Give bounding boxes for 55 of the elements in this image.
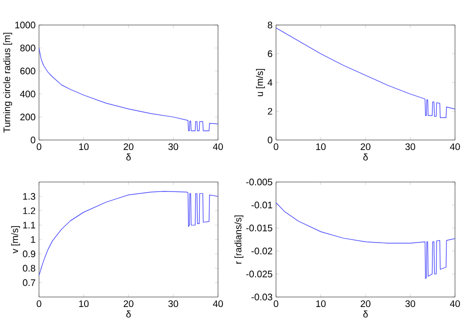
x-tick-label: 20 xyxy=(360,300,370,308)
y-tick-label: 200 xyxy=(20,114,36,120)
y-tick-label: 4 xyxy=(268,79,272,86)
y-tick-label: 6 xyxy=(268,50,272,58)
y-tick-label: 800 xyxy=(20,44,36,52)
y-tick-label: 0.7 xyxy=(22,279,36,286)
x-tick-label: 40 xyxy=(212,300,223,308)
x-tick-label: 40 xyxy=(450,300,460,308)
x-tick-label: 0 xyxy=(274,143,278,150)
y-axis-title: u [m/s] xyxy=(256,68,265,96)
y-tick-label: 0.9 xyxy=(22,250,36,258)
y-tick-label: -0.03 xyxy=(252,294,272,300)
y-tick-label: -0.02 xyxy=(252,248,272,254)
line-series xyxy=(276,202,456,279)
x-tick-label: 10 xyxy=(79,143,89,150)
x-tick-label: 0 xyxy=(274,300,278,308)
y-axis-title: Turning circle radius [m] xyxy=(3,32,12,133)
x-axis-title: δ xyxy=(126,154,131,161)
y-tick-label: -0.015 xyxy=(246,224,272,232)
y-tick-label: 1 xyxy=(31,236,36,243)
x-tick-label: 0 xyxy=(36,143,42,150)
y-tick-label: -0.025 xyxy=(246,270,272,278)
x-tick-label: 20 xyxy=(124,143,134,150)
y-tick-label: -0.01 xyxy=(252,202,272,208)
y-tick-label: 8 xyxy=(268,22,272,28)
x-tick-label: 0 xyxy=(36,300,42,308)
x-axis-title: δ xyxy=(363,310,368,318)
x-tick-label: 10 xyxy=(316,143,326,150)
y-tick-label: 1.2 xyxy=(23,207,36,214)
x-axis-title: δ xyxy=(363,154,368,161)
y-tick-label: 2 xyxy=(268,108,272,115)
y-tick-label: 0 xyxy=(268,136,272,144)
y-tick-label: 400 xyxy=(20,90,36,98)
y-tick-label: 1.3 xyxy=(23,193,36,200)
x-tick-label: 30 xyxy=(405,143,416,150)
y-tick-label: 600 xyxy=(20,68,36,74)
x-tick-label: 40 xyxy=(450,143,460,150)
line-series xyxy=(39,48,218,132)
y-tick-label: 0 xyxy=(30,136,36,144)
x-tick-label: 10 xyxy=(316,300,326,308)
x-tick-label: 30 xyxy=(168,300,178,308)
y-tick-label: 1000 xyxy=(15,22,36,28)
y-axis-title: r [radians/s] xyxy=(234,215,244,264)
y-axis-title: v [m/s] xyxy=(11,226,20,254)
x-tick-label: 40 xyxy=(212,143,223,150)
x-tick-label: 20 xyxy=(360,143,370,150)
y-tick-label: 0.8 xyxy=(22,264,36,272)
x-tick-label: 30 xyxy=(405,300,416,308)
x-tick-label: 10 xyxy=(79,300,89,308)
line-series xyxy=(39,191,218,276)
x-tick-label: 30 xyxy=(168,143,178,150)
x-axis-title: δ xyxy=(126,310,131,318)
y-tick-label: 1.1 xyxy=(23,222,36,228)
x-tick-label: 20 xyxy=(124,300,134,308)
y-tick-label: -0.005 xyxy=(246,178,272,186)
